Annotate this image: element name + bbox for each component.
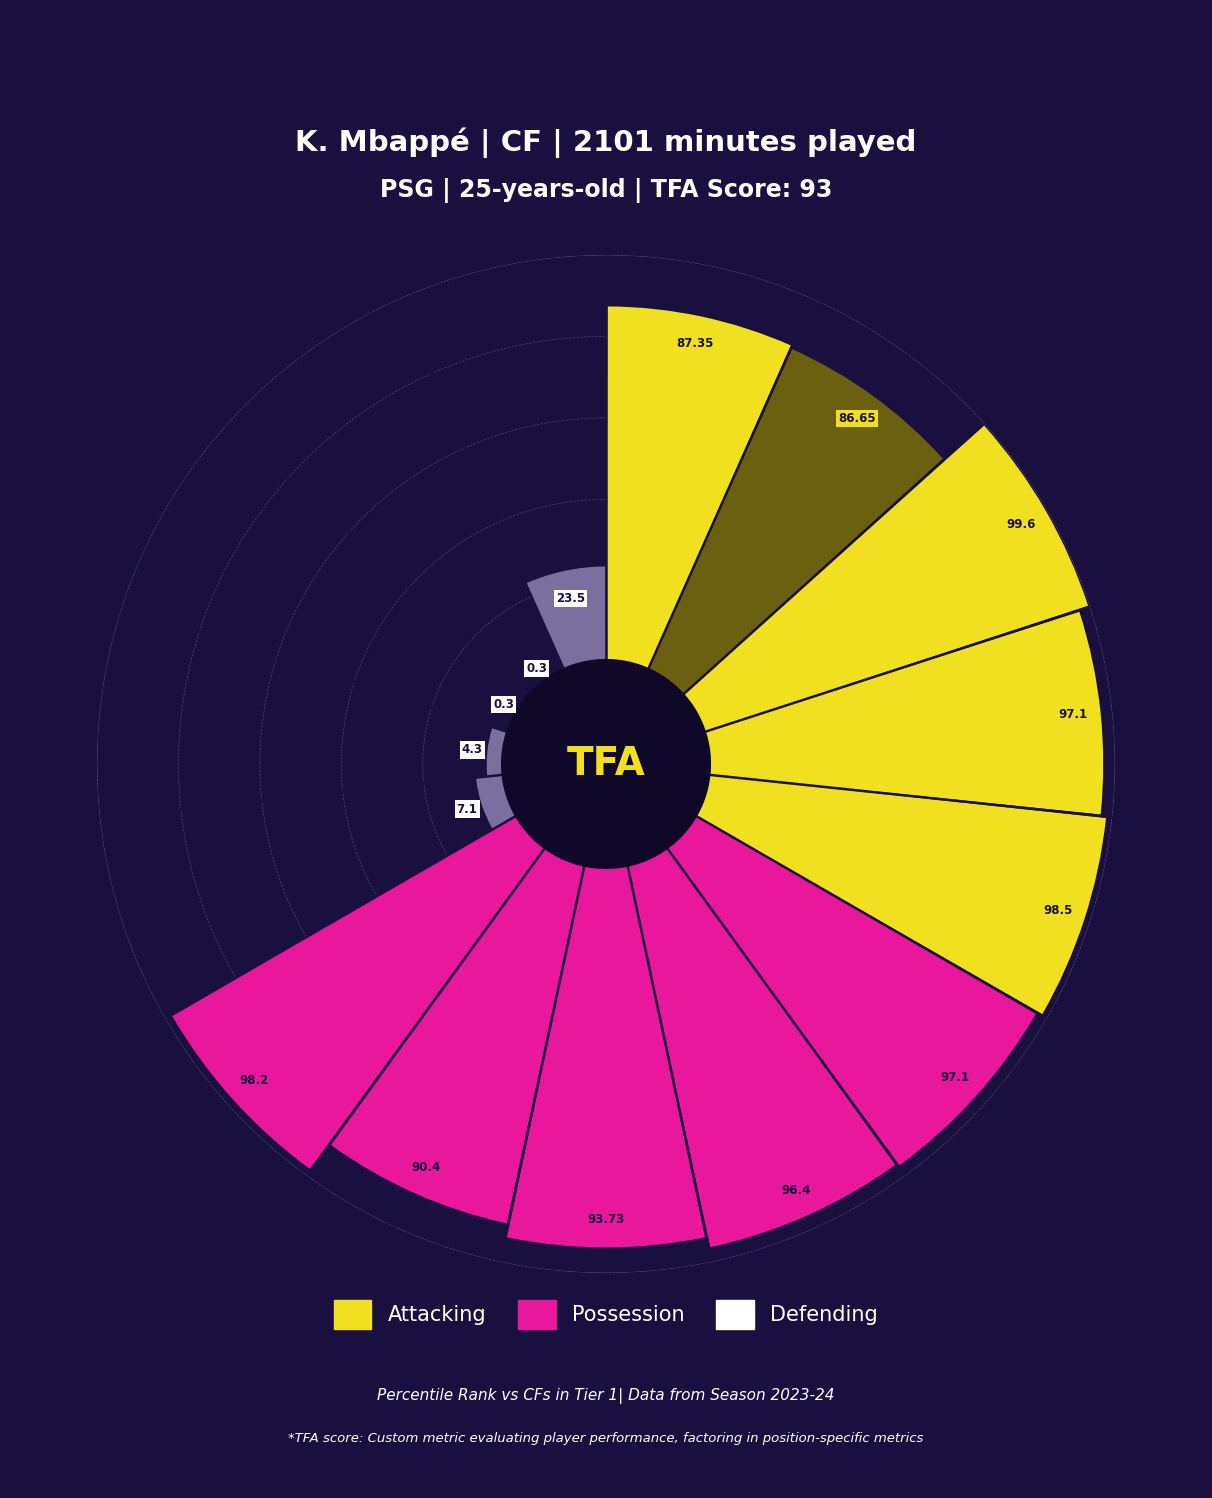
Text: 90.4: 90.4 bbox=[412, 1161, 441, 1174]
Text: 4.3: 4.3 bbox=[462, 743, 482, 756]
Bar bbox=[508, 695, 530, 733]
Bar bbox=[526, 566, 606, 671]
Bar bbox=[331, 846, 584, 1224]
Text: 99.6: 99.6 bbox=[1006, 518, 1036, 530]
Text: 0.3: 0.3 bbox=[493, 698, 514, 712]
Text: 86.65: 86.65 bbox=[837, 412, 875, 425]
Polygon shape bbox=[502, 659, 710, 869]
Text: 97.1: 97.1 bbox=[1058, 709, 1087, 722]
Text: 98.5: 98.5 bbox=[1044, 905, 1073, 917]
Bar bbox=[172, 815, 545, 1168]
Text: *TFA score: Custom metric evaluating player performance, factoring in position-s: *TFA score: Custom metric evaluating pla… bbox=[288, 1432, 924, 1444]
Text: 7.1: 7.1 bbox=[457, 803, 478, 815]
Bar bbox=[487, 728, 509, 776]
Text: 0.3: 0.3 bbox=[526, 662, 547, 674]
Text: 97.1: 97.1 bbox=[941, 1071, 970, 1085]
Text: Percentile Rank vs CFs in Tier 1| Data from Season 2023-24: Percentile Rank vs CFs in Tier 1| Data f… bbox=[377, 1389, 835, 1404]
Bar bbox=[682, 425, 1088, 733]
Text: 96.4: 96.4 bbox=[781, 1183, 811, 1197]
Bar bbox=[647, 349, 943, 695]
Text: PSG | 25-years-old | TFA Score: 93: PSG | 25-years-old | TFA Score: 93 bbox=[379, 178, 833, 202]
Text: TFA: TFA bbox=[566, 745, 646, 783]
Text: K. Mbappé | CF | 2101 minutes played: K. Mbappé | CF | 2101 minutes played bbox=[296, 127, 916, 157]
Bar bbox=[507, 864, 705, 1248]
Bar bbox=[606, 307, 791, 671]
Bar bbox=[530, 670, 565, 695]
Text: 98.2: 98.2 bbox=[239, 1074, 269, 1088]
Text: 87.35: 87.35 bbox=[676, 337, 714, 351]
Bar bbox=[628, 846, 896, 1248]
Legend: Attacking, Possession, Defending: Attacking, Possession, Defending bbox=[326, 1291, 886, 1338]
Bar bbox=[703, 611, 1103, 815]
Text: 23.5: 23.5 bbox=[556, 592, 585, 605]
Bar bbox=[694, 774, 1107, 1014]
Bar bbox=[476, 774, 518, 828]
Bar bbox=[667, 815, 1036, 1165]
Text: 93.73: 93.73 bbox=[588, 1213, 624, 1225]
